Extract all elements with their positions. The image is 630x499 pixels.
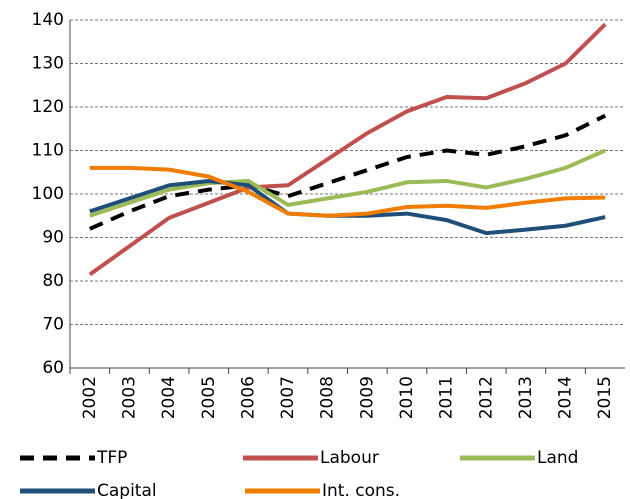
series-line	[89, 148, 606, 218]
x-tick-label: 2014	[556, 376, 576, 419]
x-tick-label: 2007	[278, 376, 298, 419]
x-tick-label: 2015	[595, 376, 615, 419]
y-tick-label: 70	[42, 315, 64, 335]
x-tick-label: 2012	[476, 376, 496, 419]
x-tick-label: 2006	[238, 376, 258, 419]
x-tick-label: 2002	[80, 376, 100, 419]
series-line	[89, 113, 607, 231]
legend-label: Capital	[97, 481, 157, 499]
x-tick-label: 2013	[516, 376, 536, 419]
series-line	[89, 165, 606, 218]
y-tick-label: 90	[42, 228, 64, 248]
x-tick-label: 2009	[357, 376, 377, 419]
legend-label: Land	[537, 448, 578, 468]
y-tick-label: 60	[42, 358, 64, 378]
legend-label: TFP	[96, 448, 127, 468]
legend-label: Labour	[320, 448, 379, 468]
x-tick-label: 2008	[318, 376, 338, 419]
y-tick-label: 140	[32, 10, 64, 30]
x-tick-label: 2003	[119, 376, 139, 419]
y-tick-label: 120	[32, 97, 64, 117]
x-tick-label: 2010	[397, 376, 417, 419]
x-tick-label: 2011	[437, 376, 457, 419]
y-tick-label: 130	[32, 54, 64, 74]
x-tick-label: 2005	[199, 376, 219, 419]
y-tick-label: 110	[32, 141, 64, 161]
y-tick-label: 80	[42, 271, 64, 291]
y-tick-label: 100	[32, 184, 64, 204]
x-tick-label: 2004	[159, 376, 179, 419]
series-line	[88, 22, 607, 277]
legend-label: Int. cons.	[322, 481, 400, 499]
